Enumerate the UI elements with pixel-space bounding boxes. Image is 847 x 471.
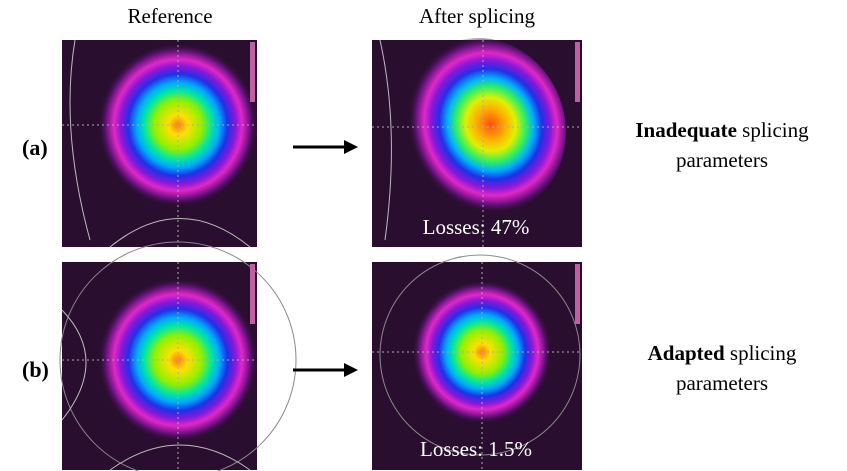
arrow — [293, 363, 358, 377]
arrow — [293, 140, 358, 154]
description-emphasis: Inadequate — [635, 118, 737, 142]
column-header: After splicing — [419, 4, 535, 29]
row-label: (b) — [22, 357, 49, 383]
figure: Reference After splicing (a) (b) Losses:… — [0, 0, 847, 471]
description: Inadequate splicing parameters — [602, 115, 842, 175]
description: Adapted splicing parameters — [602, 338, 842, 398]
beam-image — [62, 40, 258, 247]
beam-image — [60, 242, 296, 471]
column-header: Reference — [127, 4, 212, 29]
losses-label: Losses: 47% — [423, 215, 530, 240]
losses-label: Losses: 1.5% — [420, 437, 532, 462]
row-label: (a) — [22, 135, 48, 161]
description-emphasis: Adapted — [648, 341, 725, 365]
beam-image — [372, 14, 591, 247]
